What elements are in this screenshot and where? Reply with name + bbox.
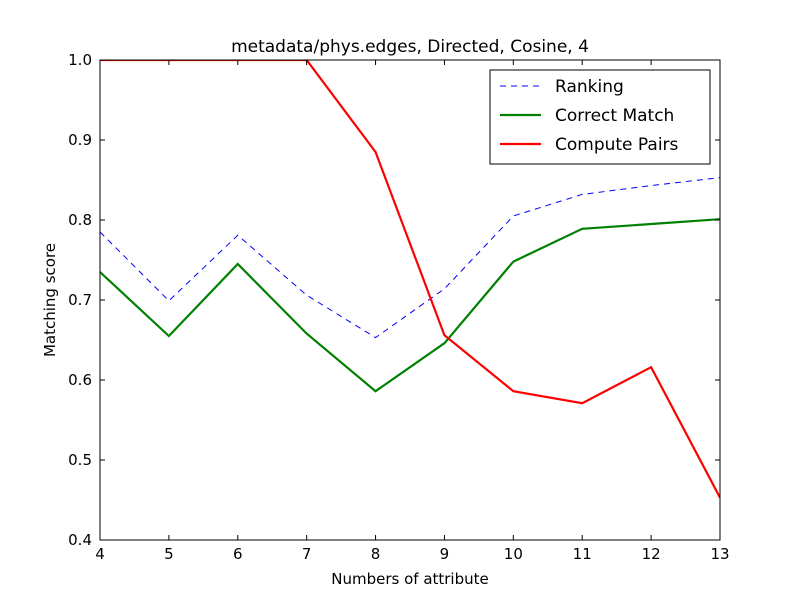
x-tick-label: 12 — [642, 545, 661, 563]
y-axis-label: Matching score — [41, 243, 59, 357]
legend-label-correct-match: Correct Match — [555, 106, 674, 126]
legend-label-ranking: Ranking — [555, 77, 624, 97]
y-tick-label: 0.6 — [68, 371, 92, 389]
x-tick-label: 5 — [164, 545, 174, 563]
x-axis-label: Numbers of attribute — [331, 570, 489, 588]
y-tick-label: 0.7 — [68, 291, 92, 309]
series-line-ranking — [100, 177, 720, 339]
x-tick-label: 6 — [233, 545, 243, 563]
y-tick-label: 1.0 — [68, 51, 92, 69]
x-tick-label: 10 — [504, 545, 523, 563]
y-tick-label: 0.8 — [68, 211, 92, 229]
y-tick-label: 0.5 — [68, 451, 92, 469]
x-tick-label: 9 — [440, 545, 450, 563]
x-tick-label: 11 — [573, 545, 592, 563]
legend-label-compute-pairs: Compute Pairs — [555, 135, 679, 155]
series-layer — [100, 60, 720, 499]
x-tick-label: 8 — [371, 545, 381, 563]
axes-layer: 4 5 6 7 8 9 10 11 12 13 0.4 0.5 0.6 0.7 0.8 0.9 1.0 — [68, 51, 729, 563]
chart-title: metadata/phys.edges, Directed, Cosine, 4 — [231, 37, 589, 57]
legend: Ranking Correct Match Compute Pairs — [489, 69, 711, 165]
x-tick-label: 7 — [302, 545, 312, 563]
series-line-compute-pairs — [100, 60, 720, 499]
series-line-correct-match — [100, 218, 720, 393]
x-tick-label: 13 — [710, 545, 729, 563]
y-tick-label: 0.9 — [68, 131, 92, 149]
y-tick-label: 0.4 — [68, 531, 92, 549]
x-tick-label: 4 — [95, 545, 105, 563]
